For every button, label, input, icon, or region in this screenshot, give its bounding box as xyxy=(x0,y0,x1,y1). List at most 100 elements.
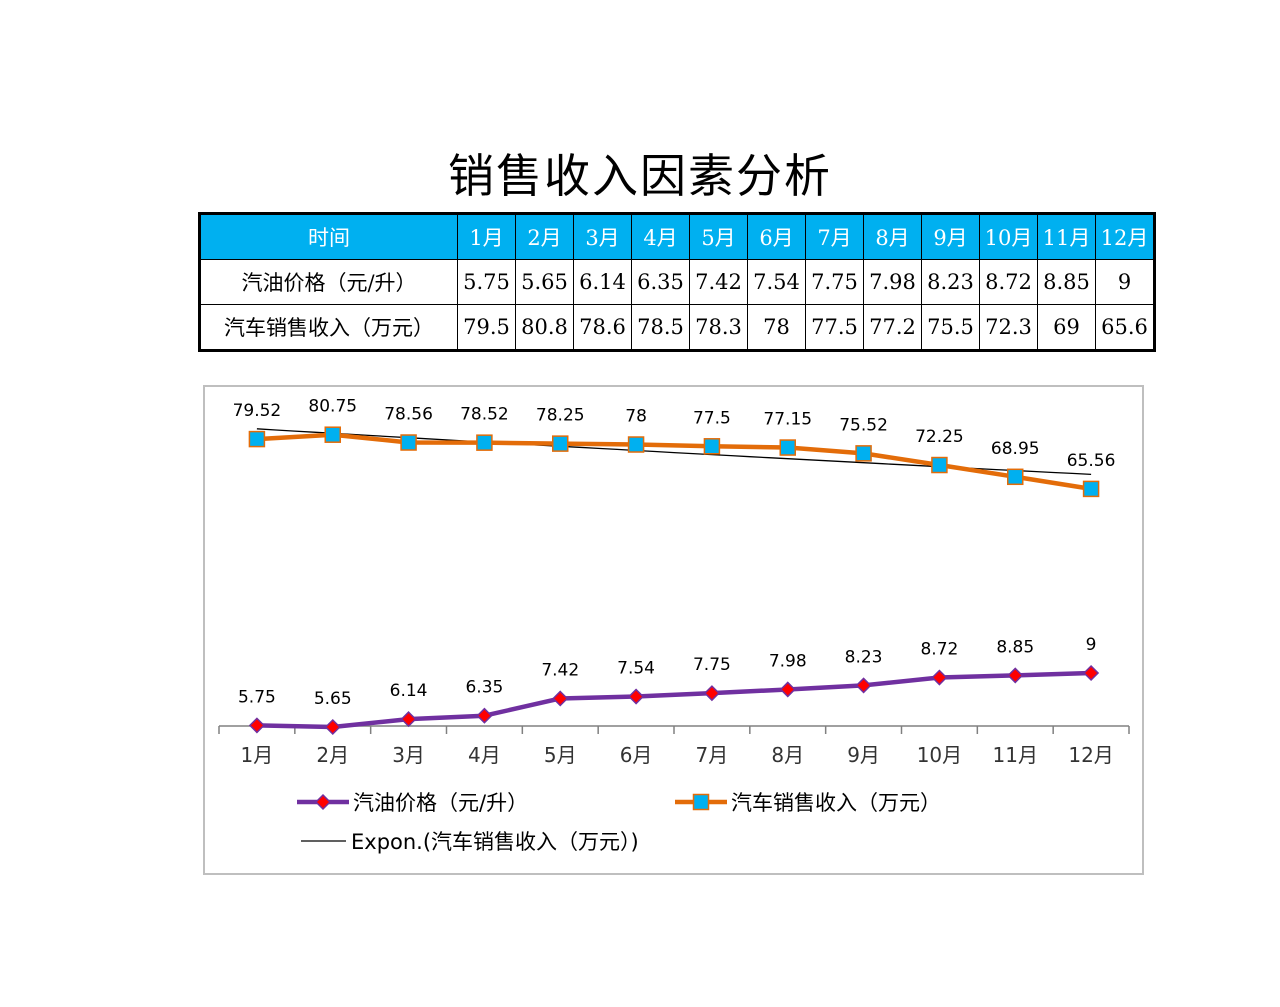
page-title: 销售收入因素分析 xyxy=(448,149,832,203)
gasoline-price-data-label: 5.75 xyxy=(238,687,276,707)
table-cell: 6.35 xyxy=(631,259,690,305)
legend-label-car-revenue: 汽车销售收入（万元） xyxy=(731,791,941,815)
gasoline-price-line xyxy=(256,670,1092,730)
table-cell: 77.5 xyxy=(805,304,864,351)
table-cell: 7.54 xyxy=(747,259,806,305)
table-cell: 78 xyxy=(747,304,806,351)
x-tick-label: 2月 xyxy=(316,743,349,767)
header-month: 7月 xyxy=(805,213,864,260)
x-tick-label: 4月 xyxy=(468,743,501,767)
x-tick-label: 11月 xyxy=(993,743,1038,767)
gasoline-price-point xyxy=(552,690,569,707)
header-month: 3月 xyxy=(573,213,632,260)
car-revenue-point xyxy=(855,445,872,462)
x-tick-label: 1月 xyxy=(241,743,274,767)
table-cell: 6.14 xyxy=(573,259,632,305)
table-cell: 7.75 xyxy=(805,259,864,305)
table-header-row: 时间 1月 2月 3月 4月 5月 6月 7月 8月 9月 10月 11月 12… xyxy=(199,213,1155,260)
car-revenue-point xyxy=(400,434,417,451)
header-month: 6月 xyxy=(747,213,806,260)
x-tick-label: 9月 xyxy=(847,743,880,767)
gasoline-price-data-label: 8.85 xyxy=(996,637,1034,657)
gasoline-price-data-label: 7.54 xyxy=(617,659,655,679)
car-revenue-data-label: 75.52 xyxy=(839,415,888,435)
gasoline-price-point xyxy=(628,688,645,705)
car-revenue-data-label: 78.56 xyxy=(384,405,433,425)
car-revenue-data-label: 78.25 xyxy=(536,406,585,426)
car-revenue-point xyxy=(552,435,569,452)
x-tick-label: 3月 xyxy=(392,743,425,767)
header-month: 12月 xyxy=(1095,213,1155,260)
x-tick-label: 10月 xyxy=(917,743,962,767)
car-revenue-data-label: 77.5 xyxy=(693,408,731,428)
car-revenue-data-label: 80.75 xyxy=(308,397,357,417)
header-month: 4月 xyxy=(631,213,690,260)
car-revenue-point xyxy=(703,438,721,455)
legend-marker-gasoline-price xyxy=(314,793,332,811)
gasoline-price-data-label: 7.98 xyxy=(769,651,807,671)
car-revenue-point xyxy=(324,426,341,443)
car-revenue-line xyxy=(256,432,1092,492)
gasoline-price-point xyxy=(703,685,720,702)
header-month: 10月 xyxy=(979,213,1038,260)
car-revenue-data-label: 79.52 xyxy=(233,401,282,421)
gasoline-price-point xyxy=(324,718,341,736)
header-month: 1月 xyxy=(457,213,516,260)
x-tick-label: 7月 xyxy=(696,743,729,767)
x-tick-label: 8月 xyxy=(771,743,804,767)
gasoline-price-data-label: 6.35 xyxy=(465,678,503,698)
x-tick-label: 5月 xyxy=(544,743,577,767)
header-month: 5月 xyxy=(689,213,748,260)
data-table: 时间 1月 2月 3月 4月 5月 6月 7月 8月 9月 10月 11月 12… xyxy=(198,212,1156,352)
table-cell: 78.5 xyxy=(631,304,690,351)
table-cell: 80.8 xyxy=(515,304,574,351)
table-cell: 72.3 xyxy=(979,304,1038,351)
gasoline-price-point xyxy=(931,669,948,686)
gasoline-price-data-label: 7.42 xyxy=(541,660,579,680)
table-cell: 79.5 xyxy=(457,304,516,351)
gasoline-price-data-label: 9 xyxy=(1086,635,1097,655)
gasoline-price-point xyxy=(855,677,872,694)
gasoline-price-point xyxy=(248,717,265,734)
gasoline-price-point xyxy=(476,707,493,724)
table-cell: 5.65 xyxy=(515,259,574,305)
car-revenue-data-label: 78 xyxy=(625,407,647,427)
header-month: 11月 xyxy=(1037,213,1096,260)
gasoline-price-data-label: 7.75 xyxy=(693,655,731,675)
car-revenue-data-label: 77.15 xyxy=(763,410,812,430)
gasoline-price-point xyxy=(1083,664,1100,682)
gasoline-price-data-label: 8.23 xyxy=(845,647,883,667)
table-cell: 8.23 xyxy=(921,259,980,305)
car-revenue-point xyxy=(476,434,493,451)
header-month: 2月 xyxy=(515,213,574,260)
table-cell: 75.5 xyxy=(921,304,980,351)
table-cell: 8.85 xyxy=(1037,259,1096,305)
table-row: 汽车销售收入（万元） 79.5 80.8 78.6 78.5 78.3 78 7… xyxy=(199,304,1155,351)
table-cell: 77.2 xyxy=(863,304,922,351)
table-cell: 78.3 xyxy=(689,304,748,351)
gasoline-price-data-label: 8.72 xyxy=(920,640,958,660)
car-revenue-data-label: 65.56 xyxy=(1067,451,1116,471)
table-row: 汽油价格（元/升） 5.75 5.65 6.14 6.35 7.42 7.54 … xyxy=(199,259,1155,305)
gasoline-price-data-label: 5.65 xyxy=(314,689,352,709)
car-revenue-data-label: 68.95 xyxy=(991,439,1040,459)
gasoline-price-point xyxy=(1007,667,1024,684)
car-revenue-point xyxy=(248,430,266,448)
x-tick-label: 6月 xyxy=(620,743,653,767)
table-cell: 5.75 xyxy=(457,259,516,305)
table-cell: 69 xyxy=(1037,304,1096,351)
header-month: 8月 xyxy=(863,213,922,260)
row-label: 汽车销售收入（万元） xyxy=(199,304,458,351)
car-revenue-point xyxy=(627,436,645,453)
gasoline-price-point xyxy=(400,711,417,728)
table-cell: 9 xyxy=(1095,259,1155,305)
legend-label-trendline: Expon.(汽车销售收入（万元）) xyxy=(351,830,639,854)
legend-marker-car-revenue xyxy=(692,793,710,811)
car-revenue-point xyxy=(779,439,796,456)
header-month: 9月 xyxy=(921,213,980,260)
table-cell: 78.6 xyxy=(573,304,632,351)
header-label: 时间 xyxy=(199,213,458,260)
car-revenue-point xyxy=(1007,468,1024,486)
table-cell: 8.72 xyxy=(979,259,1038,305)
gasoline-price-data-label: 6.14 xyxy=(390,681,428,701)
